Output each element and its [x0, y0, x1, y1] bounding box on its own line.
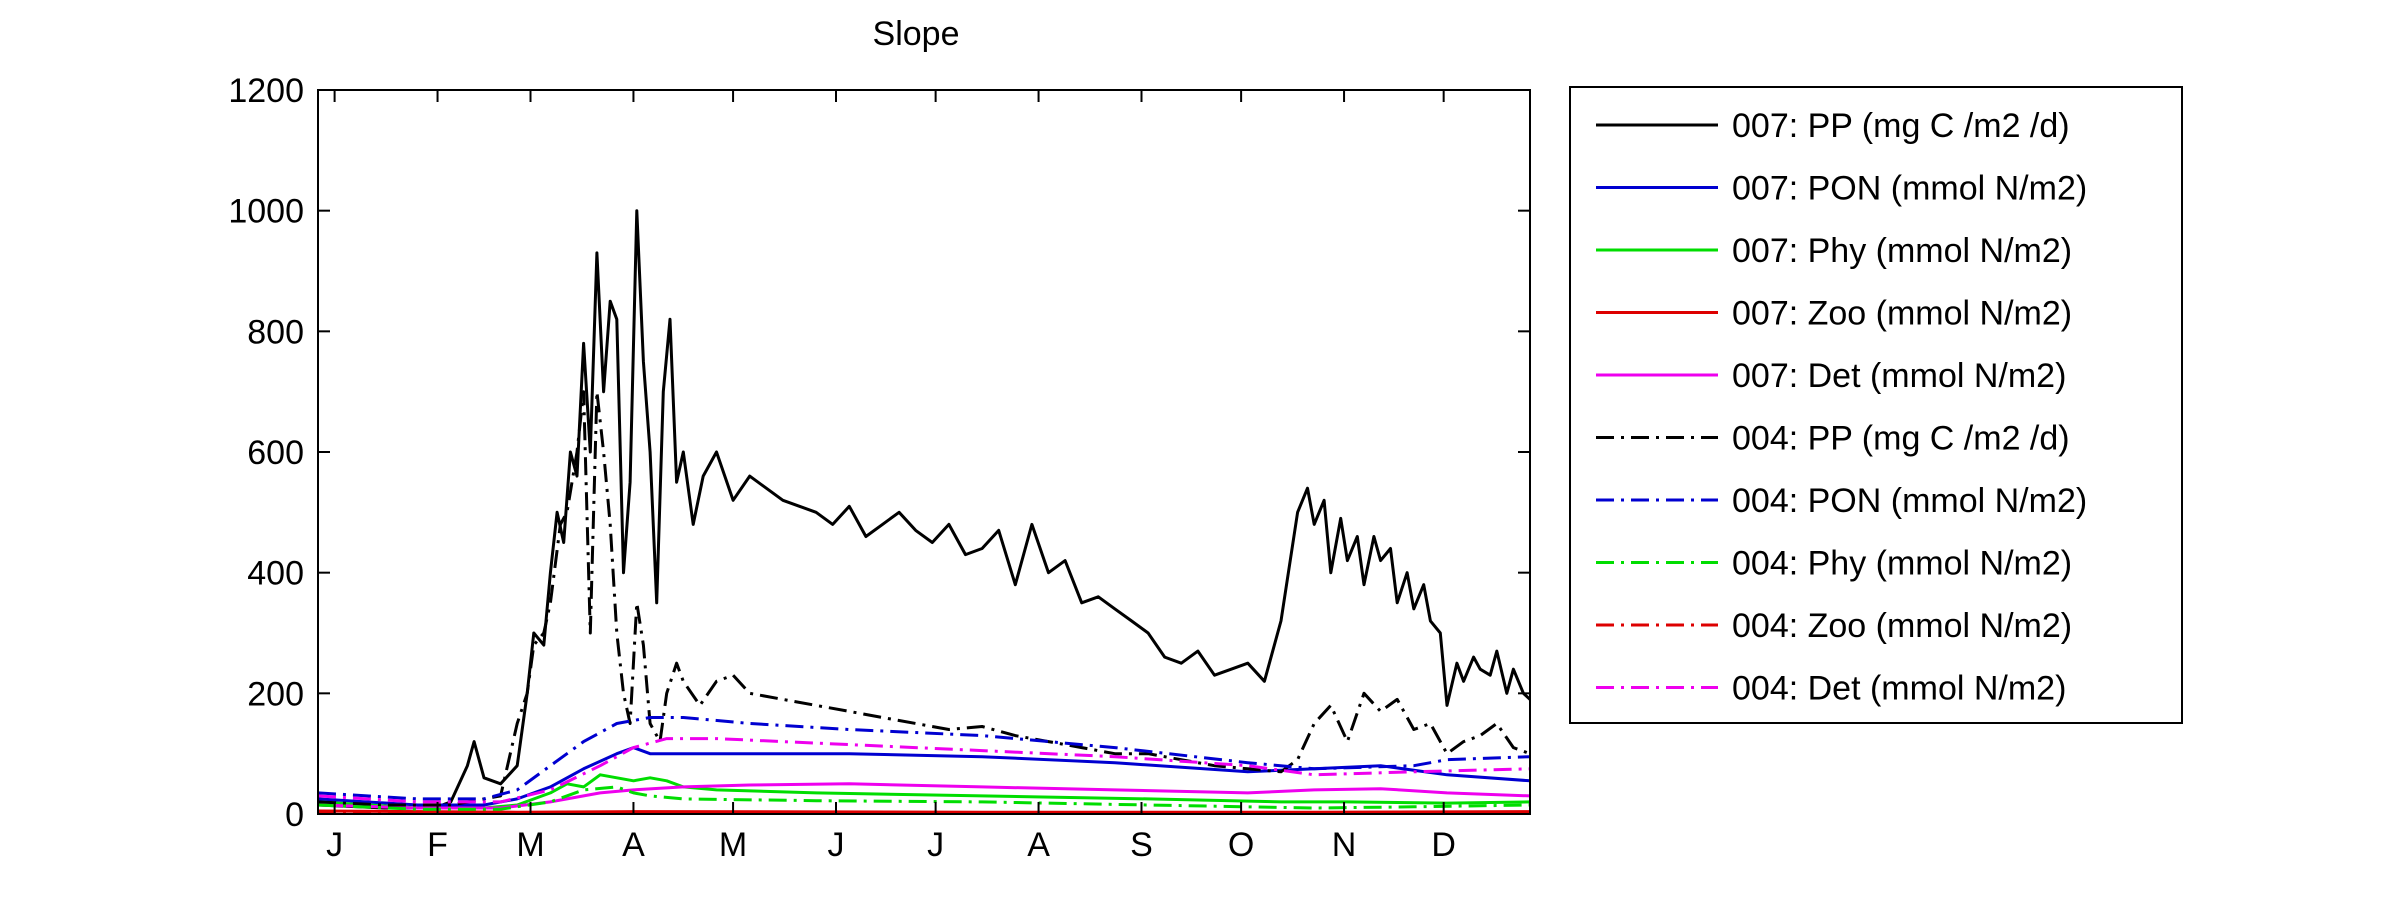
legend-label-007-phy-mmol-n-m2: 007: Phy (mmol N/m2) — [1732, 232, 2072, 270]
chart-title: Slope — [873, 15, 960, 53]
legend-box — [1569, 86, 2183, 724]
series-line-004-phy-mmol-n-m2 — [318, 785, 1530, 811]
series-line-007-det-mmol-n-m2 — [318, 782, 1530, 810]
legend-label-004-pp-mg-c-m2-d: 004: PP (mg C /m2 /d) — [1732, 420, 2070, 458]
x-tick-label: N — [1332, 826, 1357, 864]
series-line-004-zoo-mmol-n-m2 — [318, 810, 1530, 814]
x-tick-label: F — [427, 826, 448, 864]
legend-label-007-zoo-mmol-n-m2: 007: Zoo (mmol N/m2) — [1732, 295, 2072, 333]
x-tick-label: S — [1130, 826, 1153, 864]
x-tick-label: M — [516, 826, 544, 864]
series-line-007-phy-mmol-n-m2 — [318, 773, 1530, 810]
x-tick-label: A — [1027, 826, 1050, 864]
legend-label-007-det-mmol-n-m2: 007: Det (mmol N/m2) — [1732, 357, 2066, 395]
legend: 007: PP (mg C /m2 /d) 007: PON (mmol N/m2… — [1569, 86, 2183, 724]
y-tick-label: 800 — [247, 313, 304, 351]
series-layer — [318, 209, 1530, 814]
axes-layer: 0 200 400 600 800 1000 1200 J F M A M J J A S O N D — [228, 72, 1530, 864]
legend-label-004-det-mmol-n-m2: 004: Det (mmol N/m2) — [1732, 670, 2066, 708]
x-tick-label: O — [1228, 826, 1254, 864]
y-tick-label: 1200 — [228, 72, 304, 110]
legend-label-004-pon-mmol-n-m2: 004: PON (mmol N/m2) — [1732, 482, 2087, 520]
legend-label-007-pp-mg-c-m2-d: 007: PP (mg C /m2 /d) — [1732, 107, 2070, 145]
x-tick-label: M — [719, 826, 747, 864]
x-tick-label: J — [326, 826, 343, 864]
x-tick-label: D — [1431, 826, 1456, 864]
x-tick-label: A — [622, 826, 645, 864]
legend-label-007-pon-mmol-n-m2: 007: PON (mmol N/m2) — [1732, 170, 2087, 208]
legend-label-004-phy-mmol-n-m2: 004: Phy (mmol N/m2) — [1732, 545, 2072, 583]
legend-label-004-zoo-mmol-n-m2: 004: Zoo (mmol N/m2) — [1732, 607, 2072, 645]
series-line-004-pp-mg-c-m2-d — [318, 390, 1530, 807]
x-tick-label: J — [828, 826, 845, 864]
series-line-007-pp-mg-c-m2-d — [318, 209, 1530, 810]
series-line-004-det-mmol-n-m2 — [318, 737, 1530, 804]
y-tick-label: 1000 — [228, 193, 304, 231]
y-tick-label: 0 — [285, 796, 304, 834]
x-tick-label: J — [927, 826, 944, 864]
y-tick-label: 200 — [247, 675, 304, 713]
y-tick-label: 400 — [247, 555, 304, 593]
plot-area — [318, 90, 1530, 814]
series-line-004-pon-mmol-n-m2 — [318, 716, 1530, 801]
y-tick-label: 600 — [247, 434, 304, 472]
